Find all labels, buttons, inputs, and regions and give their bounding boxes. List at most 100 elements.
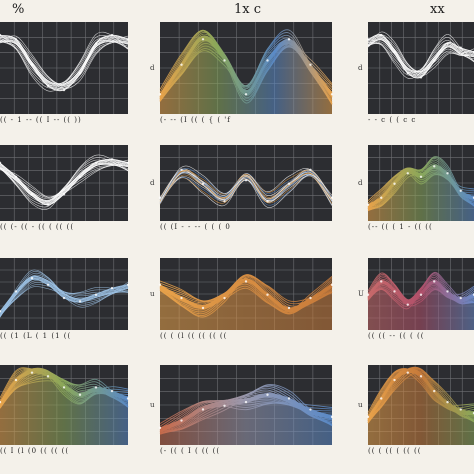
data-point — [309, 408, 312, 411]
data-point — [330, 283, 334, 286]
data-point — [459, 408, 462, 411]
data-point — [419, 375, 423, 378]
x-tick-labels: (( (1 (L ( 1 (1 (( — [0, 332, 72, 340]
data-point — [459, 296, 462, 300]
data-point — [223, 200, 226, 203]
x-tick-labels: (( ( (l (( (( (( (( — [160, 332, 228, 340]
data-point — [94, 293, 98, 296]
x-tick-labels: (-- (( ( 1 - (( (( — [368, 223, 433, 231]
chart-svg-8 — [158, 258, 334, 330]
chart-svg-9 — [366, 258, 474, 330]
data-point — [266, 200, 269, 203]
col-title-2: 1x c — [234, 2, 262, 17]
data-point — [180, 296, 183, 300]
data-point — [126, 161, 130, 164]
x-tick-labels: (( (- (( - (( ( (( (( — [0, 223, 75, 231]
series-area — [0, 372, 128, 445]
series-area — [368, 281, 474, 330]
data-point — [0, 33, 2, 37]
data-point — [366, 293, 370, 296]
data-point — [380, 397, 383, 400]
chart-panel-8: (( ( (l (( (( (( ((u — [150, 258, 334, 342]
chart-panel-3: - - c ( ( c c d — [358, 22, 474, 126]
data-point — [30, 371, 34, 374]
series-strand — [367, 34, 474, 74]
x-tick-labels: (- -- (I (( ( { ( 'f — [160, 116, 231, 124]
series-strand — [0, 159, 129, 198]
data-point — [94, 386, 98, 389]
data-point — [393, 182, 396, 185]
data-point — [201, 408, 205, 411]
chart-panel-7: (( (1 (L ( 1 (1 (( — [0, 258, 130, 342]
chart-panel-5: (( (I - - -- ( ( ( 0 d — [150, 145, 334, 233]
grid-lines — [0, 145, 128, 221]
data-point — [78, 175, 82, 178]
chart-svg-6 — [366, 145, 474, 221]
series-area — [160, 394, 332, 445]
chart-svg-2 — [158, 22, 334, 114]
y-axis-label: u — [150, 401, 155, 409]
data-point — [126, 397, 130, 400]
chart-panel-12: (( ( (( ( (( ((u — [358, 365, 474, 457]
data-point — [406, 71, 409, 75]
data-point — [266, 59, 269, 62]
data-point — [158, 93, 162, 96]
data-point — [62, 88, 66, 92]
data-point — [46, 375, 50, 378]
data-point — [158, 283, 162, 286]
data-point — [0, 310, 2, 313]
chart-panel-11: (- (( ( I ( (( (( u — [150, 365, 334, 457]
data-point — [78, 393, 82, 396]
data-point — [158, 426, 162, 430]
data-point — [46, 84, 50, 88]
series-strand — [0, 162, 129, 198]
series-strand — [0, 165, 129, 200]
data-point — [14, 38, 18, 41]
data-point — [30, 276, 34, 280]
data-point — [393, 378, 396, 382]
data-point — [201, 306, 205, 310]
data-point — [0, 400, 2, 404]
y-axis-label: U — [358, 290, 364, 298]
data-point — [330, 196, 334, 199]
data-point — [244, 280, 248, 283]
data-point — [201, 182, 205, 185]
x-tick-labels: (( (I - - -- ( ( ( 0 — [160, 223, 231, 231]
data-point — [94, 161, 98, 164]
x-tick-labels: (( (( -- (( ( (( — [368, 332, 425, 340]
series-strand — [0, 40, 129, 85]
series-strand — [367, 31, 474, 77]
data-point — [201, 38, 205, 41]
y-axis-label: d — [150, 179, 155, 187]
y-axis-label: d — [358, 179, 363, 187]
data-point — [366, 415, 370, 419]
data-point — [287, 38, 291, 41]
series-area — [368, 166, 474, 221]
data-point — [446, 290, 449, 293]
data-point — [406, 303, 409, 306]
y-axis-label: d — [358, 64, 363, 72]
data-point — [244, 400, 248, 404]
series-strand — [159, 165, 333, 208]
data-point — [46, 203, 50, 206]
data-point — [62, 193, 66, 196]
data-point — [330, 415, 334, 419]
data-point — [309, 296, 312, 300]
data-point — [30, 63, 34, 66]
data-point — [14, 175, 18, 178]
chart-panel-6: (-- (( ( 1 - (( (( d — [358, 145, 474, 233]
data-point — [459, 46, 462, 49]
data-point — [330, 93, 334, 96]
data-point — [393, 50, 396, 54]
y-axis-label: u — [358, 401, 363, 409]
series-strand — [0, 271, 129, 318]
data-point — [433, 280, 436, 283]
series-strand — [0, 38, 129, 87]
data-point — [380, 196, 383, 199]
data-point — [406, 172, 409, 175]
data-point — [419, 293, 423, 296]
x-tick-labels: (- (( ( I ( (( (( — [160, 447, 221, 455]
data-point — [287, 306, 291, 310]
data-point — [366, 38, 370, 41]
data-point — [419, 76, 423, 79]
